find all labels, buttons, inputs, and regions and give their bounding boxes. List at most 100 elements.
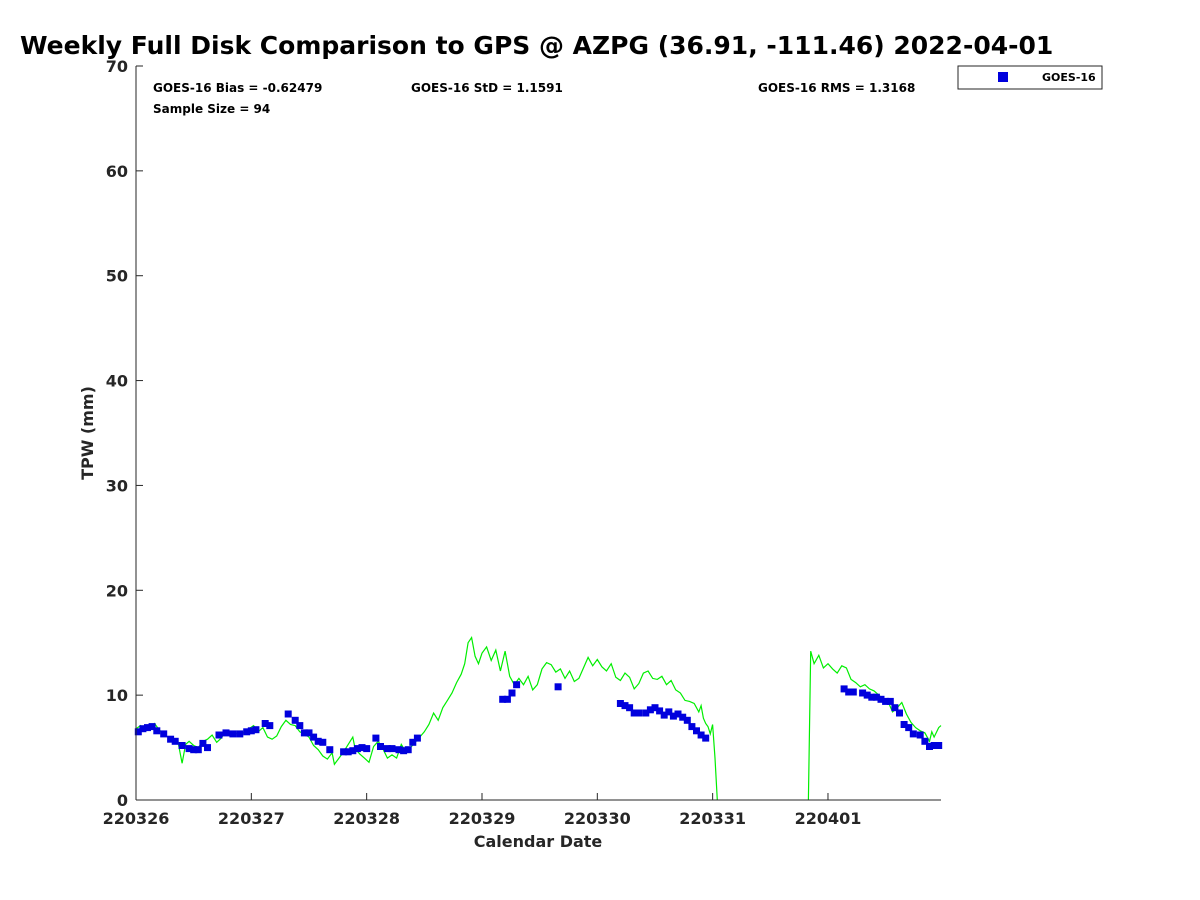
goes16-point — [635, 709, 643, 717]
goes16-point — [404, 746, 412, 754]
stat-std: GOES-16 StD = 1.1591 — [411, 81, 563, 95]
goes16-point — [377, 743, 384, 750]
chart-title: Weekly Full Disk Comparison to GPS @ AZP… — [20, 31, 1053, 60]
goes16-point — [395, 746, 403, 754]
goes16-point — [300, 729, 308, 737]
stat-bias: GOES-16 Bias = -0.62479 — [153, 81, 322, 95]
goes16-point — [503, 695, 511, 703]
goes16-point — [409, 738, 417, 746]
goes16-point — [616, 700, 624, 707]
gps-line-segment-2 — [807, 650, 942, 801]
goes16-point — [665, 708, 673, 716]
goes16-point — [683, 716, 691, 724]
goes16-point — [139, 725, 147, 733]
goes16-point — [926, 743, 933, 750]
goes16-point — [252, 726, 260, 734]
goes16-point — [863, 691, 871, 699]
x-tick-label: 220401 — [795, 809, 862, 828]
tick-marks — [135, 65, 829, 801]
goes16-point — [840, 685, 848, 693]
goes16-point — [296, 722, 304, 730]
goes16-series — [134, 681, 943, 756]
goes16-point — [204, 744, 211, 752]
goes16-point — [148, 723, 156, 731]
goes16-point — [236, 730, 244, 738]
goes16-point — [215, 731, 223, 739]
goes16-point — [400, 747, 408, 755]
goes16-point — [921, 737, 929, 745]
goes16-point — [916, 731, 924, 739]
goes16-point — [363, 745, 371, 753]
goes16-point — [886, 697, 894, 705]
goes16-point — [291, 716, 299, 724]
goes16-point — [178, 742, 186, 749]
y-tick-label: 60 — [106, 162, 128, 181]
goes16-point — [896, 709, 903, 717]
goes16-point — [185, 745, 193, 753]
goes16-point — [144, 724, 151, 732]
goes16-point — [669, 712, 677, 720]
stat-sample-size: Sample Size = 94 — [153, 102, 270, 116]
goes16-point — [909, 730, 917, 738]
x-tick-label: 220329 — [449, 809, 516, 828]
goes16-point — [935, 742, 943, 749]
goes16-point — [222, 729, 230, 737]
goes16-point — [199, 739, 207, 747]
y-tick-label: 40 — [106, 372, 128, 391]
goes16-point — [868, 693, 876, 701]
goes16-point — [319, 738, 327, 746]
y-tick-label: 50 — [106, 267, 128, 286]
y-tick-label: 30 — [106, 476, 128, 495]
legend-marker — [998, 72, 1008, 82]
goes16-point — [630, 709, 638, 717]
goes16-point — [266, 722, 274, 730]
x-tick-label: 220327 — [218, 809, 285, 828]
goes16-point — [845, 688, 853, 696]
goes16-point — [413, 734, 421, 742]
tick-labels: 0 10 20 30 40 50 60 70 220326 220327 220328 220329 2… — [103, 57, 862, 828]
goes16-point — [383, 745, 391, 753]
legend-box — [957, 65, 1103, 90]
goes16-point — [284, 710, 292, 718]
y-axis-label: TPW (mm) — [78, 386, 97, 480]
y-tick-label: 10 — [106, 686, 128, 705]
goes16-point — [167, 735, 175, 743]
goes16-point — [554, 683, 562, 691]
goes16-point — [160, 730, 168, 738]
axes — [135, 66, 941, 801]
goes16-point — [626, 704, 634, 712]
goes16-point — [326, 746, 334, 754]
goes16-point — [508, 689, 516, 697]
y-tick-label: 20 — [106, 581, 128, 600]
goes16-point — [891, 704, 899, 712]
goes16-point — [877, 695, 885, 703]
goes16-point — [340, 748, 348, 756]
goes16-point — [513, 681, 521, 689]
goes16-point — [190, 746, 198, 754]
goes16-point — [194, 746, 202, 754]
goes16-point — [372, 734, 380, 742]
goes16-point — [344, 748, 352, 756]
x-tick-label: 220328 — [333, 809, 400, 828]
goes16-point — [171, 737, 179, 745]
x-axis-label: Calendar Date — [474, 832, 603, 851]
goes16-point — [872, 693, 880, 701]
goes16-point — [305, 729, 313, 737]
goes16-point — [261, 720, 269, 727]
x-tick-label: 220326 — [103, 809, 170, 828]
goes16-point — [153, 727, 161, 735]
goes16-point — [134, 728, 142, 736]
goes16-point — [660, 711, 668, 719]
goes16-point — [900, 721, 908, 728]
goes16-point — [859, 689, 867, 697]
goes16-point — [674, 710, 682, 718]
x-tick-label: 220330 — [564, 809, 631, 828]
goes16-point — [679, 713, 687, 721]
goes16-point — [882, 697, 890, 705]
goes16-point — [349, 747, 357, 755]
goes16-point — [697, 731, 705, 739]
goes16-point — [646, 706, 654, 714]
plot-area — [136, 66, 941, 800]
y-tick-label: 70 — [106, 57, 128, 76]
